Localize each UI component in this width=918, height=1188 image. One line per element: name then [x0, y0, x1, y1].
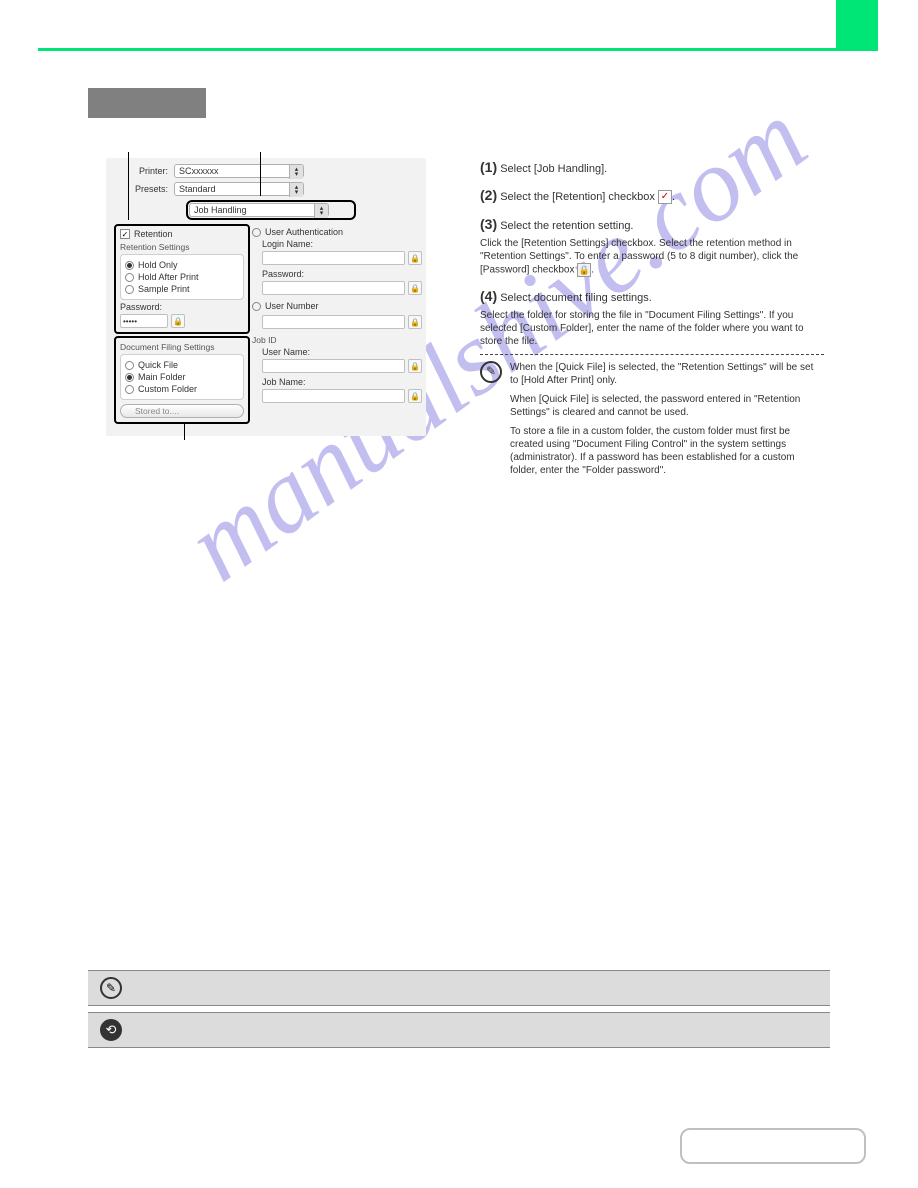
presets-value: Standard — [179, 184, 216, 194]
username-input — [262, 359, 405, 373]
jobname-label: Job Name: — [262, 377, 422, 387]
username-label: User Name: — [262, 347, 422, 357]
select-arrows-icon: ▴▾ — [289, 183, 303, 197]
radio-icon — [252, 228, 261, 237]
lock-icon: 🔒 — [408, 359, 422, 373]
callout-line — [184, 424, 185, 440]
callout-line — [128, 152, 129, 220]
docfiling-opt-quick: Quick File — [125, 359, 239, 371]
section-select: Job Handling ▴▾ — [189, 203, 329, 217]
note-bar: ✎ — [88, 970, 830, 1006]
auth-password-input — [262, 281, 405, 295]
step2-num: (2) — [480, 187, 497, 203]
presets-select: Standard ▴▾ — [174, 182, 304, 196]
docfiling-opt-custom: Custom Folder — [125, 383, 239, 395]
select-arrows-icon: ▴▾ — [289, 165, 303, 179]
docfiling-highlight: Document Filing Settings Quick File Main… — [114, 336, 250, 424]
retention-password-label: Password: — [120, 302, 244, 312]
retention-checkbox: ✓ — [120, 229, 130, 239]
presets-label: Presets: — [114, 184, 174, 194]
radio-icon — [125, 373, 134, 382]
bottom-note-bars: ✎ ⟲ — [88, 970, 830, 1048]
instructions: (1) Select [Job Handling]. (2) Select th… — [480, 158, 824, 477]
step2-text-a: Select the [Retention] checkbox — [500, 191, 658, 203]
callout-line — [260, 152, 261, 196]
step3-text: Select the retention setting. — [500, 220, 633, 232]
login-name-input — [262, 251, 405, 265]
header-accent — [836, 0, 878, 48]
lock-icon: 🔒 — [408, 315, 422, 329]
radio-icon — [125, 285, 134, 294]
step4-num: (4) — [480, 288, 497, 304]
note-icon: ✎ — [100, 977, 122, 999]
print-dialog-screenshot: Printer: SCxxxxxx ▴▾ Presets: Standard ▴… — [106, 158, 426, 436]
user-number-label: User Number — [265, 301, 319, 311]
select-arrows-icon: ▴▾ — [314, 204, 328, 218]
macintosh-label — [88, 88, 206, 118]
retention-settings-label: Retention Settings — [116, 242, 248, 252]
back-bar: ⟲ — [88, 1012, 830, 1048]
note-bullet3: To store a file in a custom folder, the … — [510, 425, 824, 477]
step1-text: Select [Job Handling]. — [500, 163, 607, 175]
step4-text: Select document filing settings. — [500, 292, 652, 304]
retention-title: Retention — [134, 229, 173, 239]
radio-icon — [125, 261, 134, 270]
radio-icon — [125, 361, 134, 370]
printer-value: SCxxxxxx — [179, 166, 219, 176]
printer-select: SCxxxxxx ▴▾ — [174, 164, 304, 178]
job-handling-highlight: Job Handling ▴▾ — [186, 200, 356, 220]
retention-highlight: ✓ Retention Retention Settings Hold Only… — [114, 224, 250, 334]
printer-label: Printer: — [114, 166, 174, 176]
docfiling-title: Document Filing Settings — [120, 342, 244, 352]
stored-to-button: Stored to.... — [120, 404, 244, 418]
login-name-label: Login Name: — [262, 239, 422, 249]
lock-icon: 🔒 — [408, 281, 422, 295]
retention-opt-hold-after: Hold After Print — [125, 271, 239, 283]
radio-icon — [125, 385, 134, 394]
lock-icon: 🔒 — [171, 314, 185, 328]
step4-subtext: Select the folder for storing the file i… — [480, 309, 824, 348]
docfiling-opt-main: Main Folder — [125, 371, 239, 383]
checkbox-icon: ✓ — [658, 190, 672, 204]
jobname-input — [262, 389, 405, 403]
note-bullet1: When the [Quick File] is selected, the "… — [510, 361, 824, 387]
jobid-title: Job ID — [252, 335, 422, 345]
header-underline — [38, 48, 878, 51]
note-bullet2: When [Quick File] is selected, the passw… — [510, 393, 824, 419]
auth-password-label: Password: — [262, 269, 422, 279]
contents-button[interactable] — [680, 1128, 866, 1164]
radio-icon — [252, 302, 261, 311]
note-icon: ✎ — [480, 361, 502, 383]
retention-opt-hold-only: Hold Only — [125, 259, 239, 271]
retention-password-input: ••••• — [120, 314, 168, 328]
section-value: Job Handling — [194, 205, 247, 215]
back-icon: ⟲ — [100, 1019, 122, 1041]
lock-icon: 🔒 — [408, 251, 422, 265]
lock-icon: 🔒 — [408, 389, 422, 403]
userauth-title: User Authentication — [265, 227, 343, 237]
step1-num: (1) — [480, 159, 497, 175]
lock-icon: 🔒 — [577, 263, 591, 277]
user-number-input — [262, 315, 405, 329]
retention-opt-sample: Sample Print — [125, 283, 239, 295]
dashed-separator — [480, 354, 824, 355]
step3-num: (3) — [480, 216, 497, 232]
radio-icon — [125, 273, 134, 282]
step3-subtext: Click the [Retention Settings] checkbox.… — [480, 238, 798, 276]
step2-text-b: . — [672, 191, 675, 203]
